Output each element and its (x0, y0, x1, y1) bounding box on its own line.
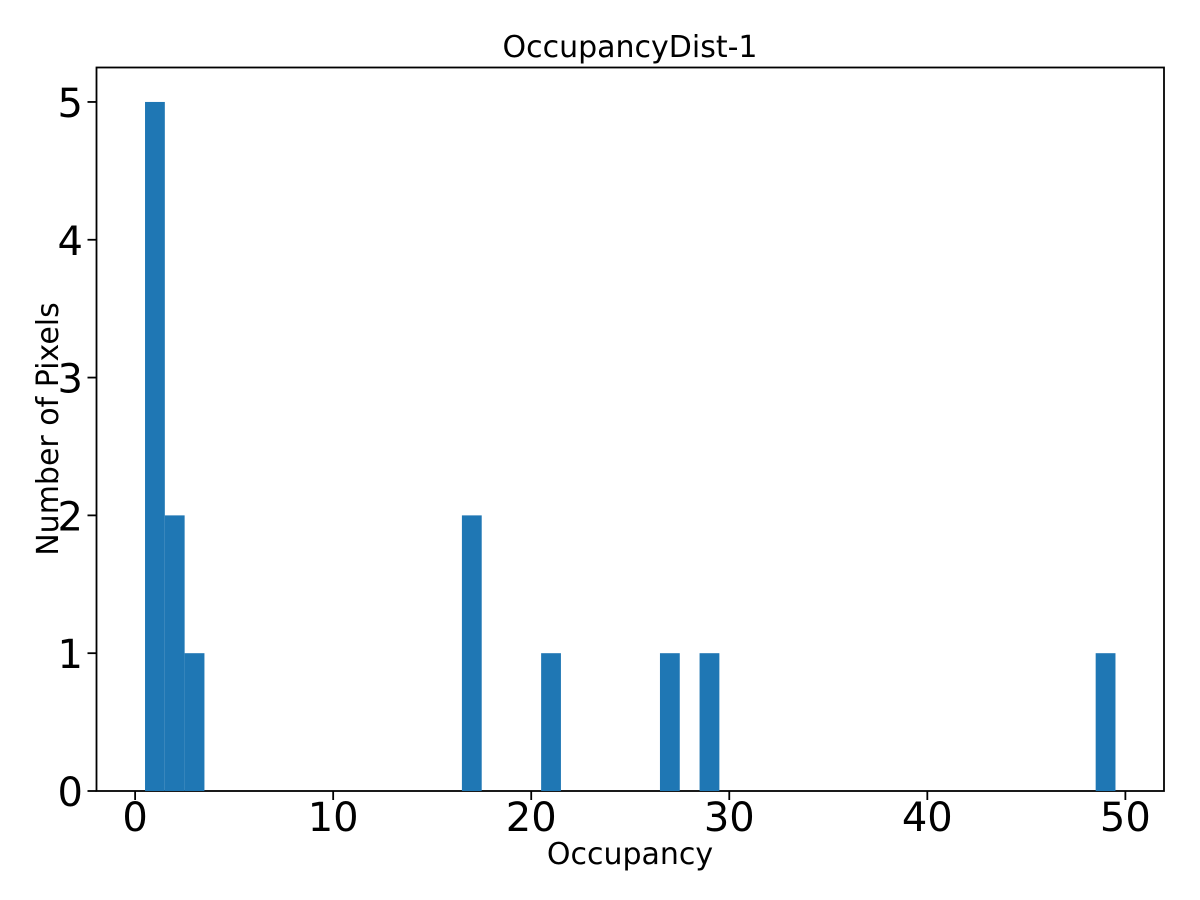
y-tick-label: 0 (58, 770, 83, 816)
x-axis: 0 10 20 30 40 50 (122, 791, 1151, 841)
histogram-bar (461, 515, 482, 791)
chart-title: OccupancyDist-1 (502, 30, 757, 65)
y-tick-label: 1 (58, 632, 83, 678)
x-tick-label: 20 (506, 795, 557, 841)
y-tick-label: 4 (58, 219, 83, 265)
y-tick-label: 5 (58, 81, 83, 127)
bars (145, 101, 1116, 791)
histogram-bar (1095, 653, 1116, 791)
y-tick-label: 2 (58, 494, 83, 540)
histogram-bar (659, 653, 680, 791)
x-tick-label: 50 (1100, 795, 1151, 841)
y-tick-label: 3 (58, 357, 83, 403)
histogram-bar (145, 101, 165, 791)
x-tick-label: 10 (308, 795, 359, 841)
histogram-bar (184, 653, 205, 791)
histogram-bar (164, 515, 185, 791)
x-tick-label: 0 (122, 795, 147, 841)
plot-area (95, 66, 1165, 792)
x-tick-label: 40 (902, 795, 953, 841)
y-axis: 0 1 2 3 4 5 (58, 81, 97, 816)
histogram-bar (699, 653, 720, 791)
x-tick-label: 30 (704, 795, 755, 841)
histogram-bar (541, 653, 561, 791)
y-axis-label: Number of Pixels (31, 302, 66, 556)
x-axis-label: Occupancy (547, 837, 713, 872)
